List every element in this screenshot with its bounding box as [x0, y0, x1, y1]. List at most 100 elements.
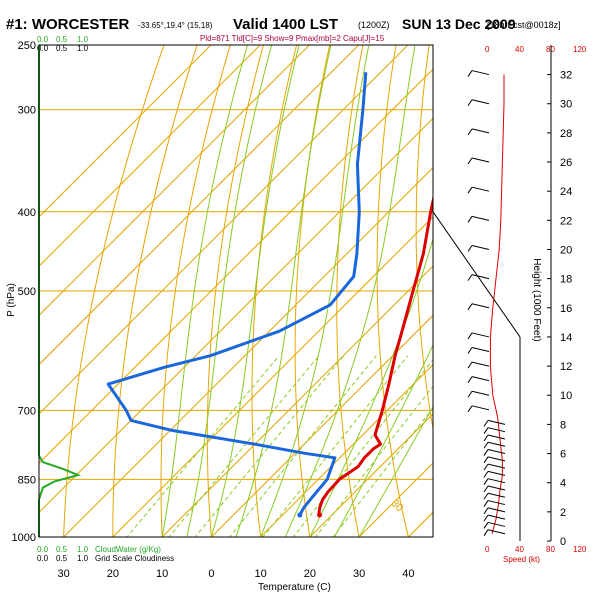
wind-barb-flag-1.5 [483, 514, 489, 522]
wind-barb-flag-30 [467, 99, 473, 107]
pressure-tick-700: 700 [18, 405, 36, 417]
height-axis-title: Height (1000 Feet) [531, 258, 542, 341]
cloud-bottom-black-2: 1.0 [77, 554, 89, 563]
wind-barb-2 [487, 507, 506, 513]
dry-adiabat--10 [160, 45, 231, 537]
isotherm--90 [39, 45, 261, 267]
speed-top-0: 0 [485, 45, 490, 54]
dry-adiabat-30 [336, 45, 364, 537]
wind-barb-flag-5 [483, 463, 489, 471]
height-tick-24: 24 [560, 186, 572, 198]
temp-tick-20: 20 [304, 568, 316, 580]
speed-bottom-1: 40 [515, 545, 524, 554]
wind-barb-1.5 [487, 514, 506, 520]
wind-barb-1 [487, 521, 506, 527]
temp-tick--30: 30 [58, 568, 70, 580]
wind-barb-3 [487, 492, 506, 498]
wind-barb-6 [487, 449, 506, 455]
dry-adiabat-70 [491, 0, 563, 554]
speed-bottom-2: 80 [546, 545, 555, 554]
y-axis-title: P (hPa) [6, 283, 17, 317]
wind-barb-flag-11 [467, 376, 473, 383]
pressure-tick-500: 500 [18, 286, 36, 298]
isotherm--10 [161, 265, 433, 537]
moist-adiabat-20 [309, 237, 433, 537]
moist-adiabat-0 [210, 45, 300, 537]
isotherm-0 [211, 314, 433, 537]
isotherm--80 [39, 45, 311, 317]
temp-tick-0: 0 [208, 568, 214, 580]
station-coords: -33.65°,19.4° (15,18) [138, 21, 213, 30]
moist-adiabat--10 [161, 45, 249, 537]
cloud-top-green-1: 0.5 [56, 35, 68, 44]
temp-tick-30: 30 [353, 568, 365, 580]
cloud-bottom-green-2: 1.0 [77, 545, 89, 554]
temperature-line [317, 194, 433, 516]
wind-speed-line [489, 74, 505, 534]
wind-barb-flag-9 [467, 405, 473, 413]
wind-barb-flag-24 [467, 186, 473, 194]
wind-barb-flag-5.5 [483, 456, 489, 464]
dry-adiabat-40 [376, 45, 409, 537]
cloud-top-black-2: 1.0 [77, 44, 89, 53]
wind-barb-7.5 [487, 427, 506, 433]
height-tick-18: 18 [560, 274, 572, 286]
speed-top-1: 40 [515, 45, 524, 54]
isotherm--50 [39, 68, 433, 464]
mixing-ratio-16 [314, 385, 433, 537]
height-tick-14: 14 [560, 332, 572, 344]
height-tick-22: 22 [560, 215, 572, 227]
wind-barb-flag-16 [467, 303, 473, 311]
wind-barb-7 [487, 434, 506, 440]
wind-barb-8 [487, 419, 506, 425]
wind-barb-26 [471, 157, 490, 163]
temp-tick-10: 10 [255, 568, 267, 580]
wind-barb-flag-2 [483, 507, 489, 515]
wind-barb-flag-26 [467, 157, 473, 165]
height-tick-4: 4 [560, 478, 566, 490]
wind-barb-flag-3 [483, 492, 489, 500]
pressure-tick-850: 850 [18, 474, 36, 486]
dewpoint-surface-point [297, 512, 303, 518]
wind-barb-flag-6 [483, 449, 489, 456]
wind-barb-24 [471, 186, 490, 192]
isotherm-label-0: 0 [528, 209, 541, 222]
height-tick-26: 26 [560, 157, 572, 169]
dewpoint-line [106, 72, 368, 516]
moist-adiabat-15 [284, 45, 416, 537]
height-tick-30: 30 [560, 99, 572, 111]
moist-adiabat-25 [334, 343, 433, 537]
moist-adiabat-30 [358, 405, 433, 537]
height-tick-6: 6 [560, 449, 566, 461]
height-tick-2: 2 [560, 507, 566, 519]
wind-barb-flag-0.5 [483, 529, 489, 536]
height-tick-20: 20 [560, 244, 572, 256]
cloud-water-line [38, 45, 82, 537]
pressure-tick-400: 400 [18, 207, 36, 219]
wind-barb-16 [471, 303, 490, 309]
wind-barb-flag-4 [483, 478, 489, 485]
wind-barb-13 [471, 347, 490, 353]
speed-top-3: 120 [573, 45, 587, 54]
dry-adiabat-50 [415, 45, 433, 432]
panel-boundary-upper [432, 211, 521, 338]
plot-border [38, 44, 434, 538]
speed-bottom-3: 120 [573, 545, 587, 554]
wind-barb-32 [471, 70, 490, 76]
mixing-ratio-8 [262, 355, 409, 537]
height-tick-12: 12 [560, 361, 572, 373]
wind-barb-22 [471, 215, 490, 221]
wind-barb-flag-22 [467, 216, 473, 223]
wind-barb-flag-8 [483, 420, 489, 427]
wind-barb-18 [471, 274, 490, 280]
isotherm-10 [260, 363, 433, 537]
wind-barb-5.5 [487, 456, 506, 462]
cloud-top-black-0: 0.0 [37, 44, 49, 53]
wind-barb-flag-20 [467, 245, 473, 252]
wind-barb-flag-7 [483, 434, 489, 442]
wind-barb-3.5 [487, 485, 506, 491]
x-axis-title: Temperature (C) [258, 582, 331, 593]
wind-barb-12 [471, 361, 490, 367]
wind-barb-flag-10 [467, 390, 473, 398]
